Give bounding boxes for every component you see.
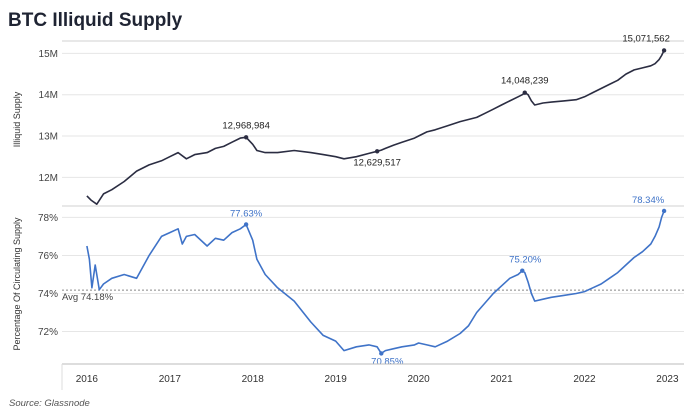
- percentage-y-tick-label: 78%: [38, 213, 58, 224]
- supply-annotation-label: 14,048,239: [501, 76, 549, 87]
- supply-annotation-point: [243, 135, 249, 140]
- supply-annotation-point: [522, 90, 527, 95]
- source-note: Source: Glassnode: [9, 398, 90, 409]
- x-tick-label: 2020: [407, 374, 430, 385]
- supply-annotation-label: 12,629,517: [353, 157, 401, 168]
- illiquid-supply-panel: 12M 13M 14M 15M Illiquid Supply 12,968,984 12,…: [12, 33, 684, 205]
- supply-annotation-point: [374, 149, 380, 154]
- supply-series-line: [86, 50, 665, 205]
- percentage-annotation-label: 77.63%: [230, 208, 263, 219]
- x-tick-label: 2019: [325, 374, 348, 385]
- percentage-y-tick-label: 74%: [38, 289, 58, 300]
- chart-title: BTC Illiquid Supply: [8, 10, 183, 31]
- percentage-annotation-point: [661, 208, 667, 214]
- supply-annotation-point: [661, 48, 667, 53]
- circulating-percentage-panel: 72% 74% 76% 78% Percentage Of Circulating Su…: [12, 195, 684, 367]
- x-tick-label: 2023: [656, 374, 679, 385]
- supply-annotation-label: 15,071,562: [622, 33, 670, 44]
- supply-y-tick-label: 12M: [39, 173, 58, 184]
- x-tick-label: 2017: [159, 374, 182, 385]
- x-tick-label: 2018: [242, 374, 265, 385]
- average-reference-label: Avg 74.18%: [62, 292, 114, 303]
- x-axis: 2016 2017 2018 2019 2020 2021 2022 2023: [61, 363, 684, 390]
- percentage-annotation-label: 75.20%: [509, 255, 542, 266]
- percentage-y-axis-title: Percentage Of Circulating Supply: [12, 217, 22, 351]
- supply-y-tick-label: 13M: [39, 132, 58, 143]
- x-tick-label: 2021: [490, 374, 513, 385]
- x-tick-label: 2022: [573, 374, 596, 385]
- supply-y-tick-label: 15M: [39, 49, 58, 60]
- percentage-annotation-point: [379, 351, 384, 356]
- percentage-y-tick-label: 76%: [38, 251, 58, 262]
- percentage-annotation-label: 70.85%: [371, 356, 404, 367]
- percentage-y-tick-label: 72%: [38, 327, 58, 338]
- percentage-annotation-point: [520, 268, 525, 273]
- supply-y-axis-title: Illiquid Supply: [12, 91, 22, 147]
- percentage-series-line: [86, 210, 665, 355]
- x-tick-label: 2016: [76, 374, 99, 385]
- percentage-annotation-point: [243, 222, 249, 227]
- supply-y-tick-label: 14M: [39, 90, 58, 101]
- percentage-annotation-label: 78.34%: [632, 195, 665, 206]
- supply-annotation-label: 12,968,984: [222, 120, 270, 131]
